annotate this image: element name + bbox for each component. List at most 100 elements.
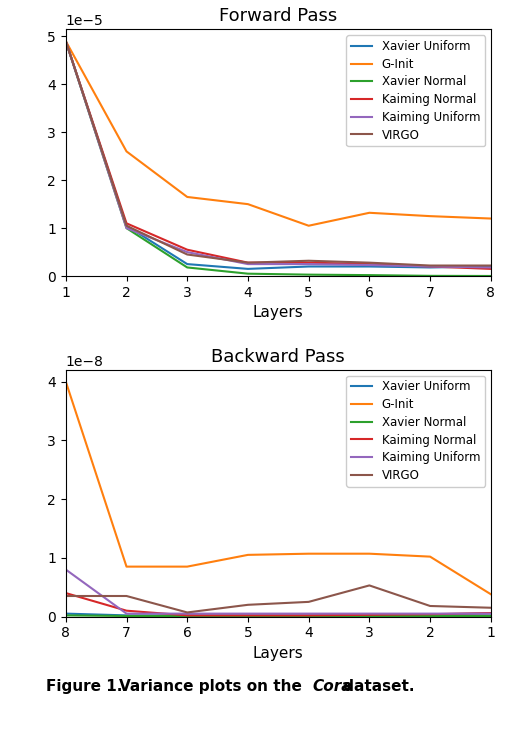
Xavier Normal: [184, 611, 190, 620]
Kaiming Normal: [123, 219, 129, 228]
Kaiming Normal: [487, 608, 493, 617]
Xavier Normal: [305, 611, 311, 620]
Xavier Uniform: [366, 611, 372, 619]
Xavier Normal: [487, 272, 493, 280]
VIRGO: [244, 600, 250, 609]
Kaiming Normal: [184, 245, 190, 254]
Kaiming Uniform: [184, 247, 190, 256]
Xavier Normal: [63, 37, 69, 46]
Kaiming Normal: [366, 260, 372, 269]
Xavier Uniform: [63, 609, 69, 618]
Kaiming Normal: [487, 264, 493, 273]
Kaiming Uniform: [63, 37, 69, 46]
Xavier Uniform: [123, 611, 129, 619]
Xavier Uniform: [487, 609, 493, 618]
VIRGO: [305, 597, 311, 606]
Xavier Normal: [366, 611, 372, 620]
G-Init: [123, 147, 129, 156]
VIRGO: [487, 603, 493, 612]
Kaiming Uniform: [487, 263, 493, 272]
Kaiming Normal: [244, 611, 250, 619]
G-Init: [366, 549, 372, 558]
Xavier Normal: [244, 269, 250, 278]
Xavier Normal: [366, 271, 372, 280]
Kaiming Normal: [426, 610, 432, 619]
G-Init: [63, 377, 69, 386]
Xavier Uniform: [184, 611, 190, 619]
Kaiming Uniform: [305, 260, 311, 269]
Xavier Uniform: [305, 611, 311, 619]
Kaiming Normal: [244, 258, 250, 267]
G-Init: [184, 562, 190, 571]
X-axis label: Layers: Layers: [252, 646, 303, 661]
VIRGO: [426, 602, 432, 611]
VIRGO: [63, 592, 69, 600]
Kaiming Uniform: [244, 260, 250, 269]
Kaiming Normal: [123, 606, 129, 615]
G-Init: [244, 550, 250, 559]
X-axis label: Layers: Layers: [252, 305, 303, 320]
Kaiming Uniform: [366, 609, 372, 618]
VIRGO: [63, 37, 69, 46]
Xavier Uniform: [244, 611, 250, 619]
G-Init: [123, 562, 129, 571]
Kaiming Uniform: [487, 609, 493, 618]
Line: Kaiming Normal: Kaiming Normal: [66, 41, 490, 269]
Line: VIRGO: VIRGO: [66, 586, 490, 612]
Line: Kaiming Uniform: Kaiming Uniform: [66, 570, 490, 614]
Kaiming Uniform: [426, 609, 432, 618]
VIRGO: [366, 581, 372, 590]
Xavier Uniform: [426, 610, 432, 619]
Line: G-Init: G-Init: [66, 382, 490, 595]
Xavier Normal: [487, 611, 493, 620]
G-Init: [63, 37, 69, 46]
Xavier Normal: [123, 224, 129, 233]
Line: VIRGO: VIRGO: [66, 41, 490, 266]
G-Init: [487, 590, 493, 599]
Line: Kaiming Normal: Kaiming Normal: [66, 593, 490, 615]
VIRGO: [487, 261, 493, 270]
Line: G-Init: G-Init: [66, 41, 490, 226]
Text: Cora: Cora: [312, 679, 351, 694]
Kaiming Uniform: [123, 609, 129, 618]
G-Init: [426, 552, 432, 561]
VIRGO: [123, 592, 129, 600]
G-Init: [244, 200, 250, 208]
G-Init: [184, 192, 190, 201]
Line: Xavier Uniform: Xavier Uniform: [66, 614, 490, 615]
Kaiming Normal: [305, 611, 311, 619]
Xavier Uniform: [184, 260, 190, 269]
Xavier Normal: [184, 263, 190, 272]
Text: Figure 1.: Figure 1.: [45, 679, 122, 694]
VIRGO: [184, 608, 190, 617]
G-Init: [305, 222, 311, 230]
Kaiming Uniform: [426, 262, 432, 271]
Kaiming Normal: [305, 258, 311, 267]
Kaiming Uniform: [63, 565, 69, 574]
Xavier Uniform: [366, 262, 372, 271]
VIRGO: [426, 261, 432, 270]
Kaiming Normal: [63, 589, 69, 597]
Title: Forward Pass: Forward Pass: [219, 7, 337, 25]
VIRGO: [244, 258, 250, 267]
Text: Variance plots on the: Variance plots on the: [119, 679, 307, 694]
VIRGO: [305, 256, 311, 265]
Text: dataset.: dataset.: [337, 679, 414, 694]
Line: Kaiming Uniform: Kaiming Uniform: [66, 41, 490, 267]
VIRGO: [123, 222, 129, 230]
G-Init: [426, 211, 432, 220]
Kaiming Normal: [366, 611, 372, 619]
Xavier Uniform: [305, 262, 311, 271]
Kaiming Uniform: [305, 609, 311, 618]
VIRGO: [366, 258, 372, 267]
Xavier Normal: [123, 611, 129, 620]
G-Init: [366, 208, 372, 217]
Xavier Uniform: [123, 222, 129, 230]
Xavier Normal: [426, 272, 432, 280]
Xavier Uniform: [63, 37, 69, 46]
Xavier Normal: [244, 611, 250, 620]
Line: Xavier Normal: Xavier Normal: [66, 41, 490, 276]
Kaiming Uniform: [366, 261, 372, 269]
Legend: Xavier Uniform, G-Init, Xavier Normal, Kaiming Normal, Kaiming Uniform, VIRGO: Xavier Uniform, G-Init, Xavier Normal, K…: [345, 376, 484, 487]
Xavier Normal: [305, 270, 311, 279]
